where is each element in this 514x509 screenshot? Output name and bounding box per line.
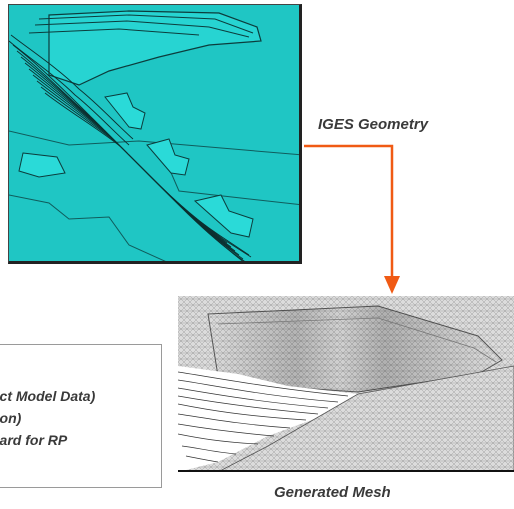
mesh-drawing — [178, 296, 514, 470]
description-line: dard for RP — [0, 432, 68, 448]
iges-contour-drawing — [9, 10, 299, 261]
iges-geometry-image — [8, 4, 302, 264]
generated-mesh-label: Generated Mesh — [274, 484, 391, 501]
description-line: tion) — [0, 410, 22, 426]
generated-mesh-image — [178, 296, 514, 472]
description-box: uct Model Data) tion) dard for RP — [0, 344, 162, 488]
iges-geometry-label: IGES Geometry — [318, 116, 429, 133]
description-line: uct Model Data) — [0, 388, 96, 404]
